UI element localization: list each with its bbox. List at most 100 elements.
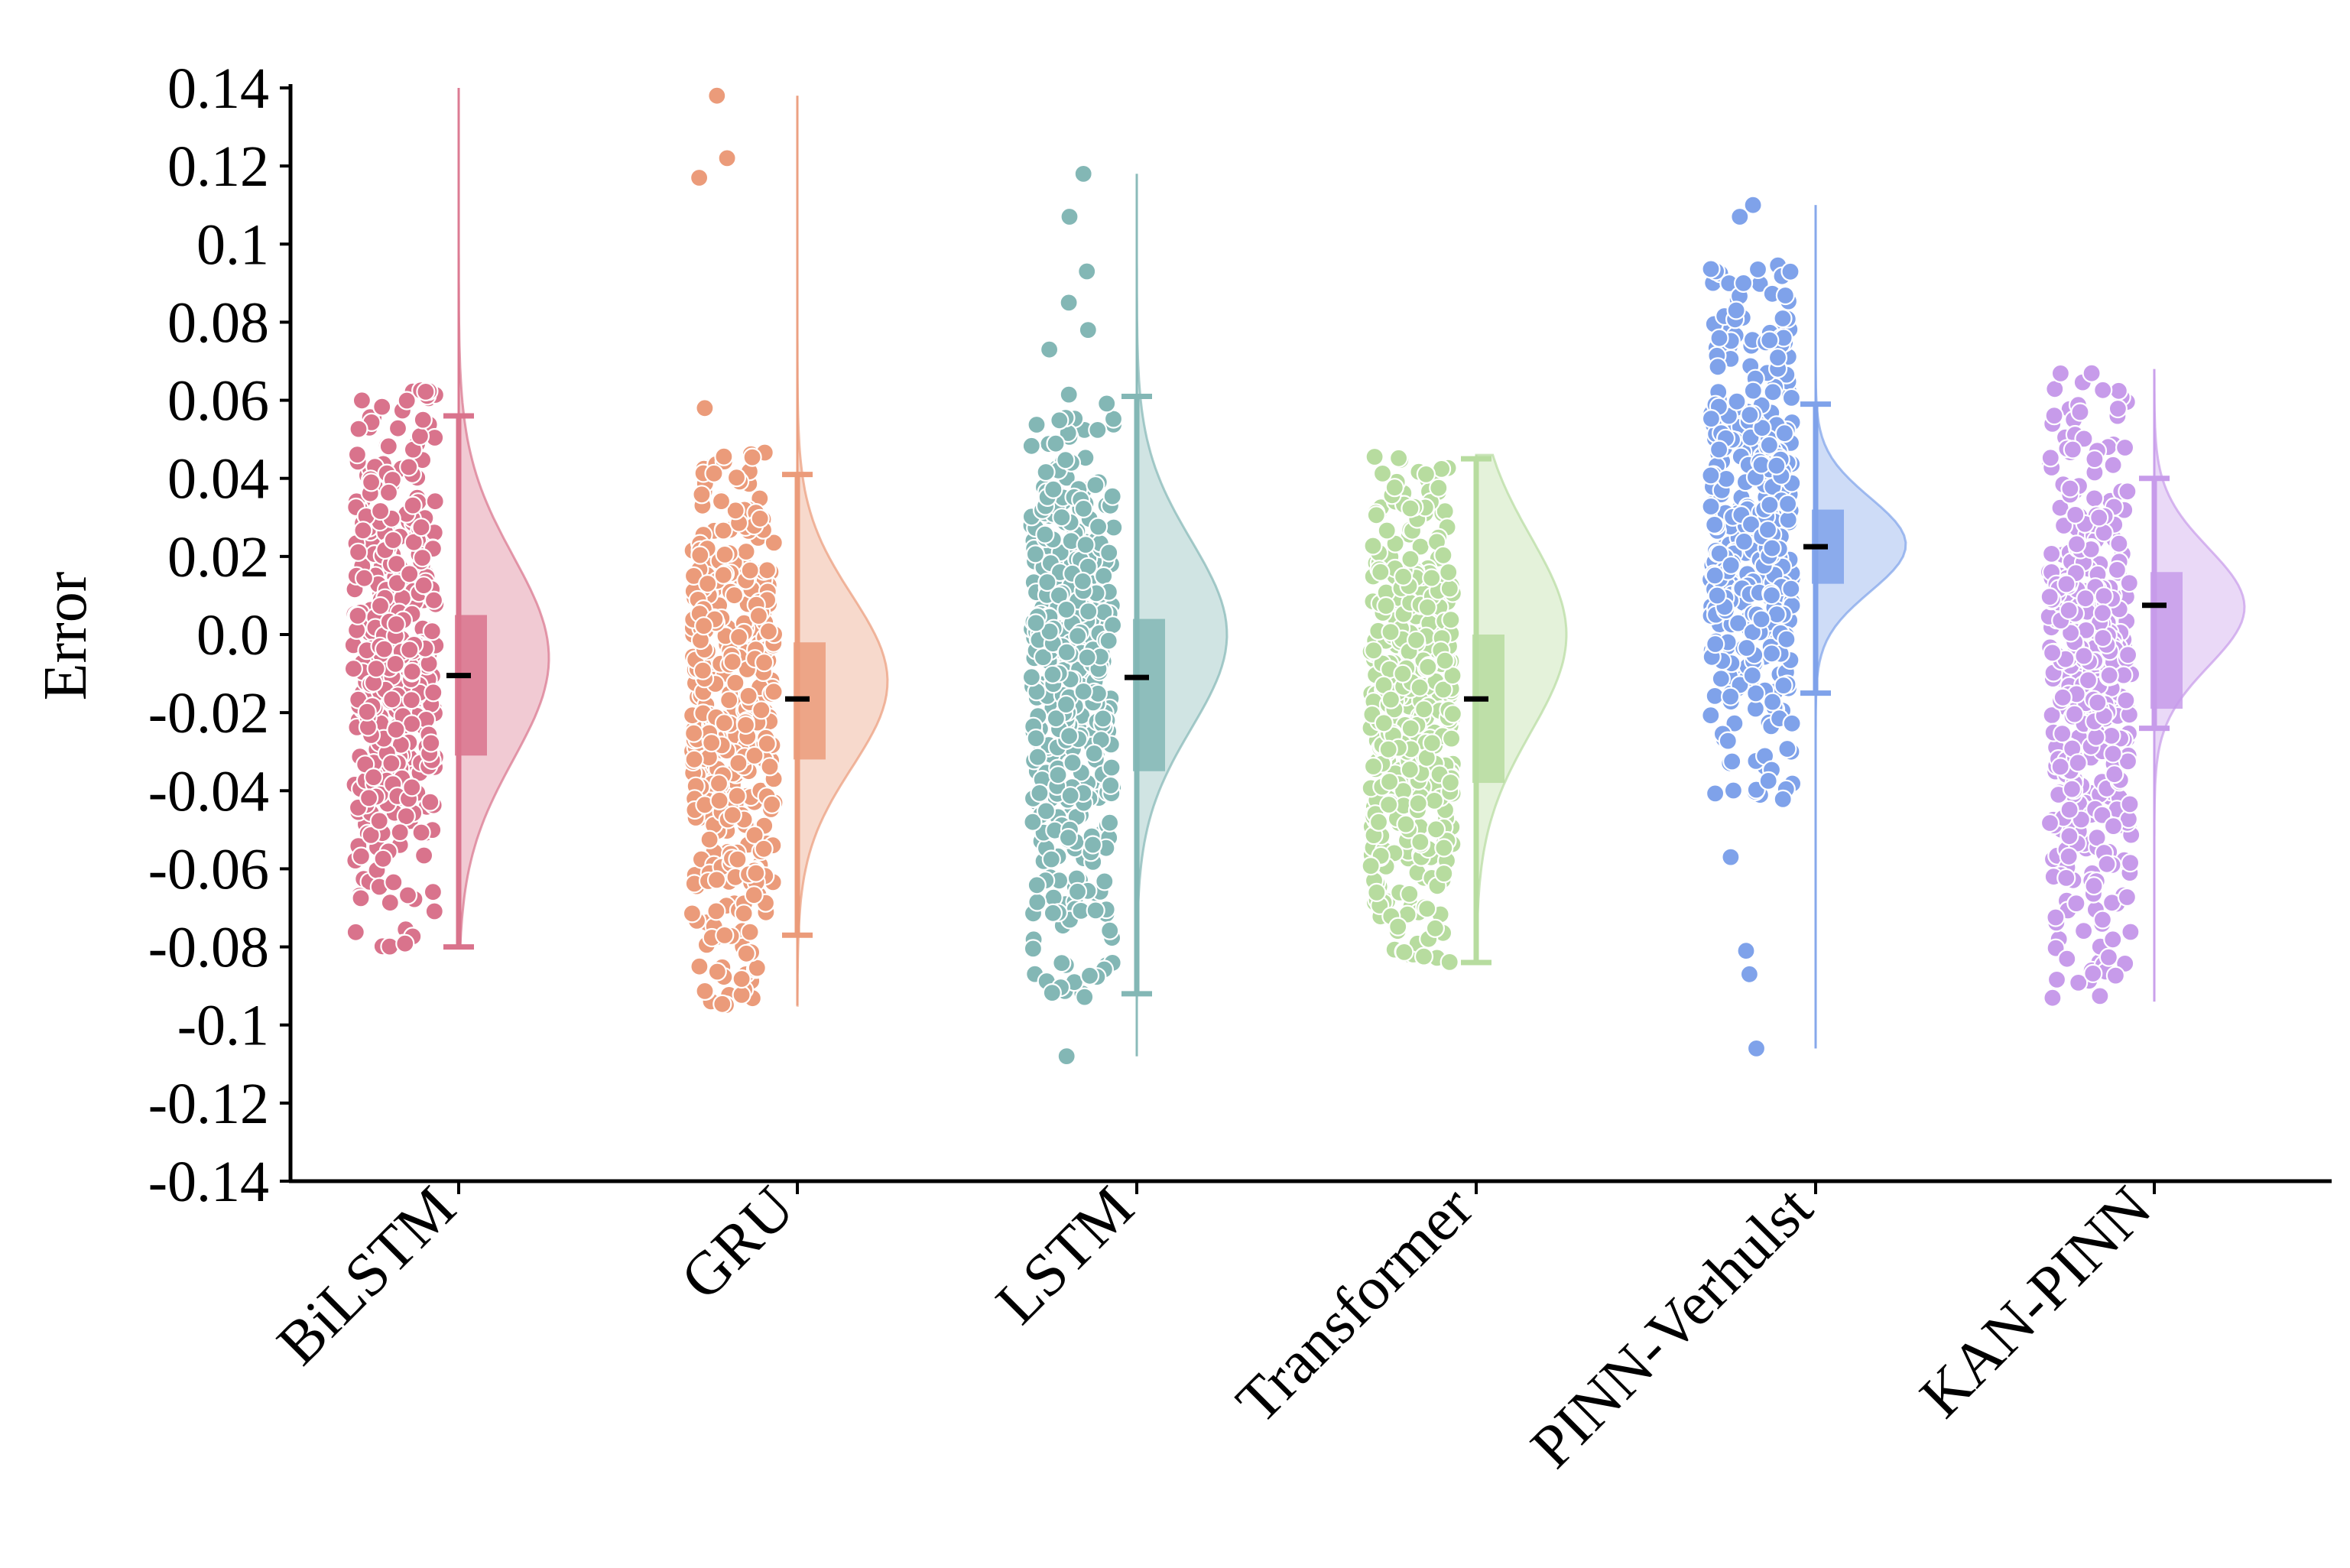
- data-point: [1414, 700, 1434, 719]
- data-point: [1701, 259, 1721, 279]
- y-tick-label: 0.04: [167, 447, 269, 511]
- data-point: [1095, 872, 1115, 891]
- data-point: [1746, 683, 1766, 703]
- data-point: [1734, 273, 1754, 293]
- data-point: [2044, 405, 2064, 426]
- outlier-point: [717, 148, 737, 168]
- data-point: [2050, 363, 2070, 383]
- data-point: [2103, 930, 2123, 950]
- y-ticks: 0.14 0.12 0.1 0.08 0.06 0.04 0.02 0.0 -0.02 -0.04…: [148, 57, 291, 1214]
- data-point: [1364, 641, 1384, 661]
- plot-area: [343, 86, 2246, 1066]
- data-point: [1056, 694, 1076, 715]
- data-point: [698, 573, 718, 594]
- data-point: [2090, 986, 2110, 1006]
- x-tick-label-kan-pinn: KAN-PINN: [1907, 1174, 2164, 1431]
- data-point: [713, 565, 733, 585]
- data-point: [411, 518, 431, 537]
- data-point: [757, 734, 777, 754]
- data-point: [1102, 615, 1123, 635]
- data-point: [364, 767, 384, 787]
- data-point: [1759, 435, 1779, 455]
- data-point: [2047, 969, 2067, 990]
- data-point: [1440, 579, 1459, 599]
- data-point: [1401, 549, 1420, 569]
- data-point: [1379, 771, 1400, 792]
- data-point: [1057, 642, 1076, 662]
- data-point: [1099, 543, 1119, 563]
- data-point: [1088, 420, 1108, 440]
- data-point: [385, 654, 405, 674]
- data-point: [1417, 597, 1437, 618]
- data-point: [714, 446, 734, 466]
- data-point: [734, 904, 754, 924]
- data-point: [1429, 478, 1449, 498]
- y-tick-label: 0.02: [167, 525, 269, 589]
- y-tick-label: 0.08: [167, 291, 269, 355]
- data-point: [2040, 586, 2059, 607]
- data-point: [704, 463, 724, 483]
- data-point: [2066, 893, 2086, 914]
- data-point: [1099, 813, 1120, 833]
- data-point: [372, 397, 392, 417]
- data-point: [2094, 586, 2114, 606]
- data-point: [1376, 596, 1396, 616]
- data-point: [715, 544, 735, 565]
- data-point: [726, 468, 747, 488]
- data-point: [1037, 572, 1057, 592]
- outlier-point: [1736, 941, 1756, 961]
- data-point: [729, 753, 748, 773]
- data-point: [1021, 436, 1041, 456]
- data-point: [1026, 613, 1046, 633]
- data-point: [402, 714, 422, 734]
- data-point: [1082, 835, 1103, 855]
- data-point: [2040, 448, 2060, 468]
- iqr-box: [1472, 635, 1504, 784]
- data-point: [348, 605, 368, 626]
- data-point: [1361, 855, 1381, 876]
- data-point: [1043, 903, 1063, 923]
- data-point: [757, 560, 777, 580]
- data-point: [1443, 704, 1463, 724]
- data-point: [2107, 560, 2127, 580]
- data-point: [2059, 846, 2079, 866]
- data-point: [349, 419, 368, 439]
- data-point: [381, 753, 401, 774]
- data-point: [2086, 727, 2106, 747]
- series-lstm: [1021, 164, 1229, 1066]
- data-point: [1748, 259, 1768, 279]
- x-tick-label-bilstm: BiLSTM: [265, 1174, 469, 1378]
- data-point: [2117, 887, 2137, 907]
- data-point: [1434, 838, 1454, 858]
- data-point: [1740, 405, 1760, 425]
- data-point: [402, 661, 422, 682]
- data-point: [1400, 760, 1420, 780]
- data-point: [397, 391, 417, 411]
- data-point: [1424, 790, 1444, 811]
- data-point: [1440, 772, 1461, 793]
- series-bilstm: [343, 88, 550, 956]
- data-point: [1378, 739, 1398, 759]
- data-point: [351, 888, 371, 908]
- data-point: [1418, 657, 1438, 677]
- data-point: [1052, 953, 1072, 973]
- data-point: [1374, 713, 1394, 733]
- x-tick-label-pinn-verhulst: PINN-Verhulst: [1518, 1174, 1826, 1482]
- data-point: [2068, 753, 2088, 773]
- data-point: [690, 545, 710, 565]
- data-point: [2074, 646, 2094, 666]
- data-point: [1102, 486, 1122, 506]
- data-point: [403, 495, 423, 515]
- data-point: [1425, 918, 1446, 938]
- outlier-point: [1078, 320, 1098, 340]
- data-point: [751, 700, 771, 720]
- data-point: [2118, 644, 2138, 665]
- data-point: [1023, 939, 1044, 959]
- data-point: [400, 640, 420, 660]
- data-point: [2063, 440, 2082, 459]
- data-point: [1433, 545, 1453, 565]
- data-point: [1043, 664, 1063, 684]
- data-point: [1377, 521, 1397, 541]
- x-tick-label-lstm: LSTM: [984, 1174, 1147, 1337]
- data-point: [706, 901, 726, 921]
